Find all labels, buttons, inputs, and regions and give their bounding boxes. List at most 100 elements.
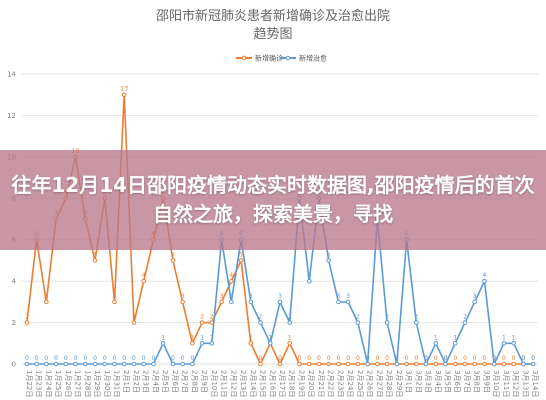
data-point — [160, 340, 166, 346]
data-label: 5 — [93, 251, 97, 258]
data-point — [258, 320, 263, 325]
x-tick-label: 1月26日 — [64, 370, 72, 397]
data-point — [414, 320, 419, 325]
x-tick-label: 2月9日 — [200, 370, 208, 393]
data-label: 5 — [327, 251, 331, 258]
data-label: 0 — [395, 355, 399, 362]
data-point — [326, 361, 331, 367]
y-tick-label: 14 — [7, 71, 16, 79]
x-tick-label: 2月12日 — [229, 370, 237, 397]
data-label: 0 — [424, 355, 428, 362]
x-tick-label: 2月8日 — [190, 370, 198, 393]
data-label: 0 — [132, 355, 136, 362]
data-point — [355, 361, 361, 367]
x-tick-label: 3月2日 — [414, 370, 422, 393]
data-point — [121, 92, 127, 98]
data-point — [92, 258, 98, 263]
data-point — [92, 361, 98, 367]
x-tick-label: 2月26日 — [366, 370, 374, 397]
data-point — [229, 299, 234, 305]
x-tick-label: 3月8日 — [473, 370, 481, 393]
x-tick-label: 2月24日 — [346, 370, 354, 397]
data-label: 0 — [113, 355, 117, 362]
data-label: 0 — [414, 355, 418, 362]
data-label: 0 — [366, 355, 370, 362]
data-point — [336, 361, 341, 367]
data-label: 1 — [288, 334, 292, 341]
x-tick-label: 3月5日 — [444, 370, 452, 393]
data-label: 5 — [171, 251, 175, 258]
data-label: 0 — [35, 355, 39, 362]
data-label: 0 — [444, 355, 448, 362]
data-point — [170, 258, 176, 263]
data-point — [521, 361, 526, 367]
data-point — [511, 361, 516, 367]
x-tick-label: 3月9日 — [482, 370, 490, 393]
data-label: 0 — [181, 355, 185, 362]
data-label: 0 — [64, 355, 68, 362]
data-label: 0 — [512, 355, 516, 362]
x-tick-label: 1月28日 — [83, 370, 91, 397]
data-point — [73, 361, 78, 367]
x-tick-label: 1月30日 — [103, 370, 111, 397]
data-label: 13 — [120, 86, 128, 93]
data-point — [63, 361, 69, 367]
data-point — [306, 278, 312, 284]
data-point — [180, 299, 185, 305]
data-point — [355, 320, 361, 325]
data-point — [501, 361, 507, 367]
x-tick-label: 3月12日 — [512, 370, 520, 397]
data-point — [141, 361, 146, 367]
data-label: 0 — [453, 355, 457, 362]
x-tick-label: 2月7日 — [181, 370, 189, 393]
data-label: 0 — [483, 355, 487, 362]
data-label: 1 — [268, 334, 272, 341]
x-tick-label: 2月27日 — [375, 370, 383, 397]
data-point — [423, 361, 429, 367]
data-label: 0 — [473, 355, 477, 362]
data-label: 2 — [210, 314, 214, 321]
data-label: 0 — [83, 355, 87, 362]
x-tick-label: 3月6日 — [453, 370, 461, 393]
data-label: 2 — [385, 314, 389, 321]
data-point — [345, 361, 351, 367]
data-label: 4 — [483, 272, 487, 279]
x-tick-label: 2月21日 — [317, 370, 325, 397]
data-point — [82, 361, 88, 367]
data-label: 0 — [434, 355, 438, 362]
data-label: 1 — [249, 334, 253, 341]
data-label: 0 — [356, 355, 360, 362]
data-point — [404, 361, 409, 367]
x-tick-label: 2月22日 — [327, 370, 335, 397]
x-tick-label: 3月1日 — [405, 370, 413, 393]
data-point — [384, 320, 390, 325]
data-point — [462, 320, 468, 325]
x-tick-label: 2月1日 — [122, 370, 130, 393]
data-point — [44, 361, 49, 367]
data-point — [24, 361, 30, 367]
x-tick-label: 2月17日 — [278, 370, 286, 397]
y-tick-label: 0 — [12, 361, 16, 369]
headline-banner: 往年12月14日邵阳疫情动态实时数据图,邵阳疫情后的首次自然之旅，探索美景，寻找 — [0, 150, 546, 250]
x-tick-label: 2月16日 — [268, 370, 276, 397]
data-label: 4 — [142, 272, 146, 279]
data-label: 2 — [463, 314, 467, 321]
data-point — [112, 361, 117, 367]
data-point — [34, 361, 39, 367]
data-point — [394, 361, 400, 367]
data-label: 0 — [93, 355, 97, 362]
headline-text: 往年12月14日邵阳疫情动态实时数据图,邵阳疫情后的首次自然之旅，探索美景，寻找 — [11, 173, 535, 226]
x-tick-label: 2月4日 — [151, 370, 159, 393]
x-tick-label: 2月5日 — [161, 370, 169, 393]
data-point — [306, 361, 312, 367]
data-label: 1 — [210, 334, 214, 341]
data-point — [277, 299, 283, 305]
data-point — [472, 299, 478, 305]
data-point — [336, 299, 341, 305]
data-point — [277, 361, 283, 367]
data-point — [112, 299, 117, 305]
y-tick-label: 2 — [12, 319, 16, 327]
x-tick-label: 2月19日 — [297, 370, 305, 397]
x-tick-label: 2月28日 — [385, 370, 393, 397]
data-point — [209, 340, 215, 346]
